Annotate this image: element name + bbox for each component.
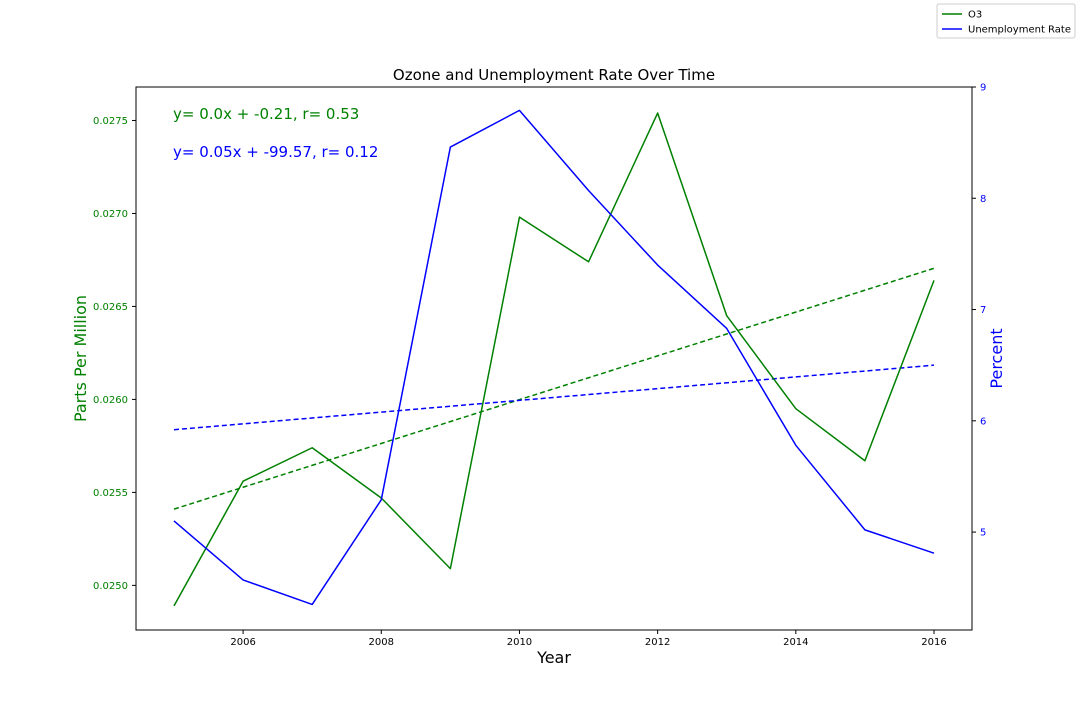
x-tick-label: 2010 (507, 637, 532, 648)
y-right-tick-label: 5 (980, 528, 986, 539)
x-axis-ticks: 2006 2008 2010 2012 2014 2016 (230, 630, 947, 648)
y-right-tick-label: 9 (980, 83, 986, 94)
y-left-tick-label: 0.0250 (93, 581, 128, 592)
legend: O3 Unemployment Rate (936, 3, 1076, 39)
chart-title: Ozone and Unemployment Rate Over Time (393, 66, 715, 84)
y-axis-right-label: Percent (987, 328, 1006, 388)
trendline-unemployment (173, 364, 935, 431)
trendline-o3 (173, 267, 935, 510)
y-left-tick-label: 0.0275 (93, 116, 128, 127)
x-tick-label: 2012 (645, 637, 670, 648)
trendlines (173, 267, 935, 510)
x-tick-label: 2008 (369, 637, 394, 648)
y-axis-left-label: Parts Per Million (71, 295, 90, 422)
y-axis-right-ticks: 5 6 7 8 9 (972, 83, 986, 539)
series-line-unemployment-rate (173, 109, 935, 606)
annotation-o3-fit: y= 0.0x + -0.21, r= 0.53 (173, 105, 359, 123)
y-right-tick-label: 6 (980, 416, 986, 427)
y-left-tick-label: 0.0270 (93, 209, 128, 220)
x-tick-label: 2006 (230, 637, 255, 648)
series-line-o3 (173, 112, 935, 607)
annotation-unemployment-fit: y= 0.05x + -99.57, r= 0.12 (173, 143, 378, 161)
y-axis-left-ticks: 0.0250 0.0255 0.0260 0.0265 0.0270 0.0275 (93, 116, 136, 592)
y-left-tick-label: 0.0265 (93, 302, 128, 313)
plot-frame (135, 86, 973, 631)
legend-label-o3: O3 (968, 10, 982, 21)
legend-box (936, 3, 1076, 39)
y-left-tick-label: 0.0260 (93, 395, 128, 406)
legend-label-unemployment: Unemployment Rate (968, 25, 1071, 36)
x-axis-label: Year (536, 648, 571, 667)
y-right-tick-label: 7 (980, 305, 986, 316)
x-tick-label: 2014 (783, 637, 808, 648)
x-tick-label: 2016 (921, 637, 946, 648)
y-left-tick-label: 0.0255 (93, 488, 128, 499)
y-right-tick-label: 8 (980, 194, 986, 205)
series-lines (173, 109, 935, 607)
